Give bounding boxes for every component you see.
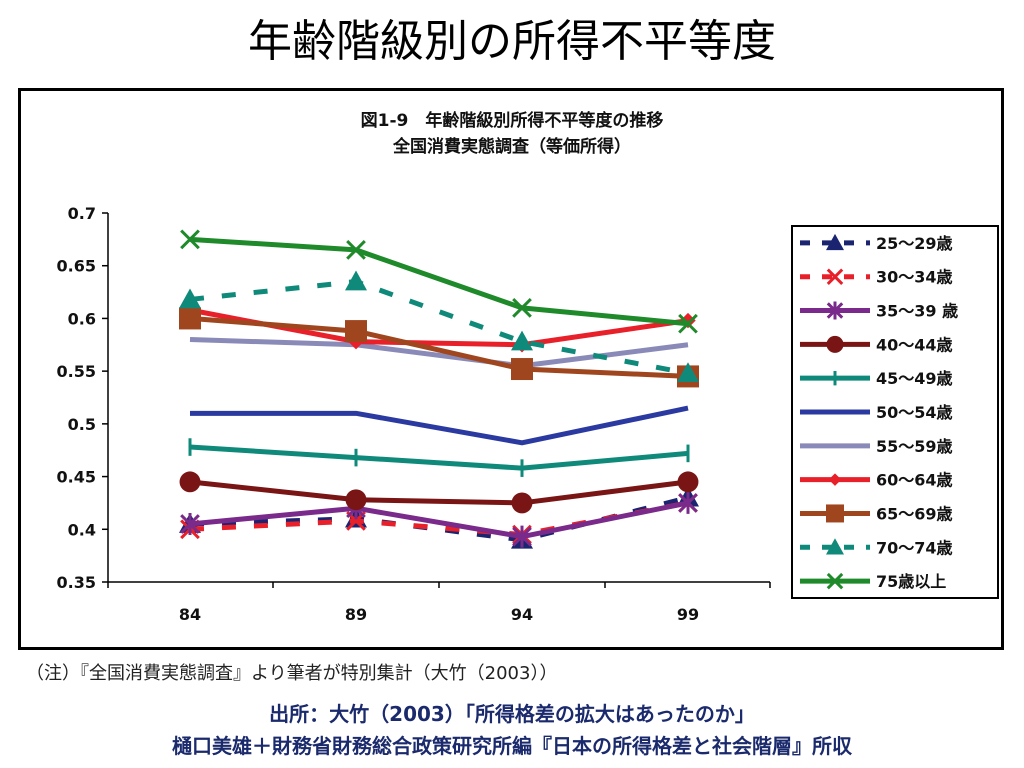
legend-label: 40～44歳 [876,335,953,354]
series-line [189,315,689,379]
series-line [189,444,689,471]
series-layer [179,229,699,549]
legend-marker [826,504,844,523]
y-tick-label: 0.45 [57,468,96,487]
source-line-2: 樋口美雄＋財務省財務総合政策研究所編『日本の所得格差と社会階層』所収 [172,734,852,758]
series-line [190,405,689,446]
legend-marker [826,538,844,555]
series-line [189,479,689,506]
y-tick-label: 0.4 [68,520,96,539]
data-point [680,312,696,329]
y-tick-label: 0.7 [68,204,96,223]
data-point [511,358,533,381]
x-tick-label: 84 [179,605,201,624]
legend-label: 50～54歳 [876,403,953,422]
data-point [180,229,200,250]
legend-label: 25～29歳 [876,234,953,253]
y-tick-label: 0.6 [68,309,96,328]
data-point [345,270,367,291]
source-line-1: 出所：大竹（2003）「所得格差の拡大はあったのか」 [269,702,755,726]
series-11 [180,229,698,334]
legend-label: 65～69歳 [876,504,953,523]
data-point [180,513,200,536]
slide-title: 年齢階級別の所得不平等度 [248,16,776,67]
y-tick-label: 0.5 [68,415,96,434]
legend-marker [828,473,842,486]
legend-label: 45～49歳 [876,369,953,388]
data-point [346,240,366,260]
legend-label: 60～64歳 [876,471,953,490]
x-tick-label: 99 [677,605,699,624]
x-tick-label: 94 [511,605,533,624]
data-point [179,288,201,309]
data-point [179,471,201,493]
legend-label: 35～39 歳 [876,302,958,321]
note-text: （注）『全国消費実態調査』より筆者が特別集計（大竹（2003）） [26,663,558,684]
data-point [511,330,533,351]
series-3 [180,491,698,548]
legend-marker [826,335,844,353]
y-tick-label: 0.55 [57,362,96,381]
legend-label: 55～59歳 [876,437,953,456]
data-point [345,489,367,511]
chart-title: 図1-9 年齢階級別所得不平等度の推移 [361,110,664,131]
data-point [179,307,201,330]
axes: 0.7 0.65 0.6 0.55 0.5 0.45 0.4 0.35 84 89 94 99 [57,204,771,624]
line-chart: 図1-9 年齢階級別所得不平等度の推移 全国消費実態調査（等価所得） 0.70.… [57,110,999,624]
series-line [189,236,689,327]
legend-marker [826,268,844,285]
series-line [189,500,689,540]
y-tick-label: 0.65 [57,257,96,276]
data-point [678,491,698,514]
x-tick-label: 89 [345,605,367,624]
data-point [677,471,699,493]
series-4 [179,471,699,514]
data-point [512,525,532,548]
series-line [189,279,689,376]
data-point [678,313,698,334]
data-point [677,362,699,383]
data-point [512,298,532,318]
legend: 25～29歳 30～34歳 35～39 歳 40～44歳 45～49歳 50～54歳 55～… [791,225,999,599]
legend-marker [826,572,844,590]
series-6 [190,405,689,446]
legend-label: 30～34歳 [876,268,953,287]
data-point [345,320,367,343]
legend-marker [826,233,844,251]
series-10 [179,270,699,383]
legend-label: 75歳以上 [876,572,946,591]
series-8 [182,302,696,353]
chart-subtitle: 全国消費実態調査（等価所得） [392,136,631,157]
legend-label: 70～74歳 [876,538,953,557]
data-point [511,492,533,514]
legend-marker [826,301,844,320]
series-5 [188,438,690,477]
y-tick-label: 0.35 [57,573,96,592]
chart-frame [18,88,1004,650]
